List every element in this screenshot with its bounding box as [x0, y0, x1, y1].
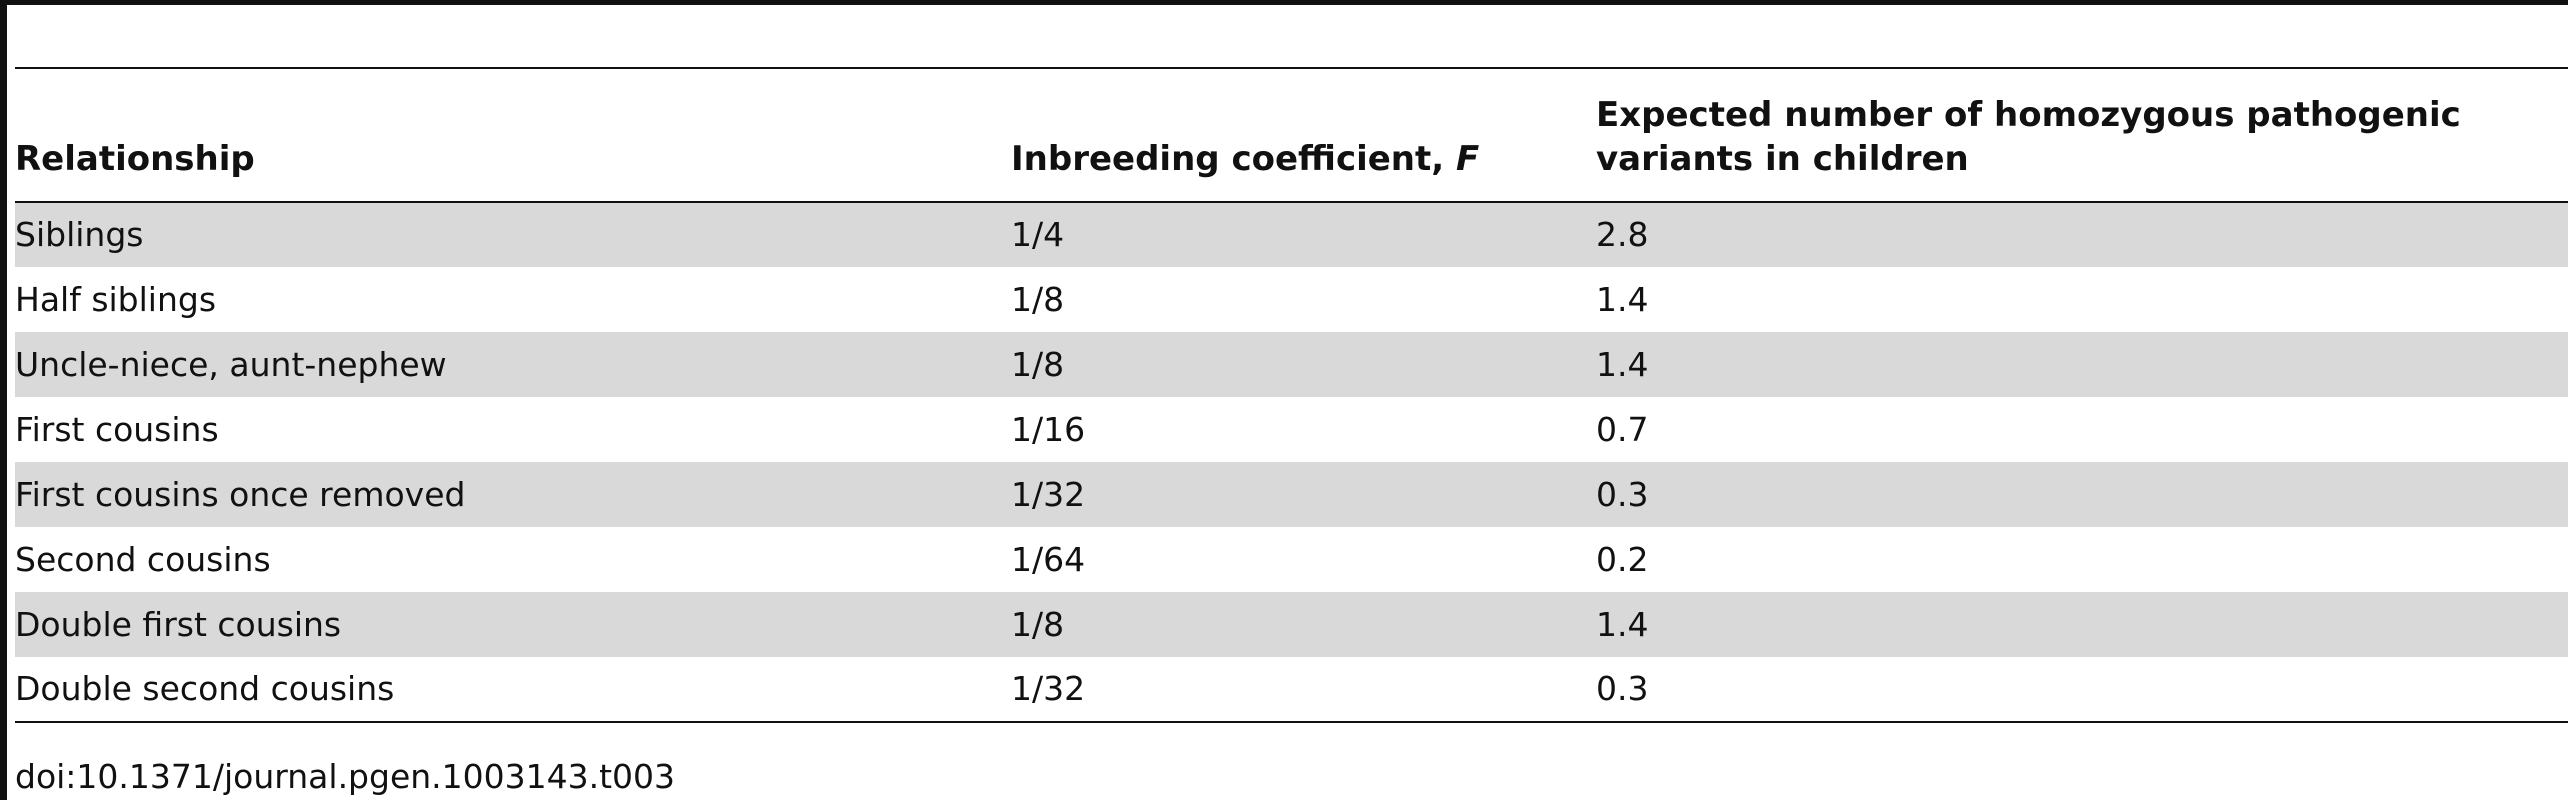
left-border-rule — [0, 0, 7, 800]
doi-link[interactable]: doi:10.1371/journal.pgen.1003143.t003 — [15, 757, 676, 796]
cell-relationship: First cousins — [15, 409, 219, 449]
cell-relationship: Uncle-niece, aunt-nephew — [15, 344, 447, 384]
cell-expected: 1.4 — [1596, 344, 1649, 384]
table-row: First cousins 1/16 0.7 — [15, 397, 2568, 462]
table-row: First cousins once removed 1/32 0.3 — [15, 462, 2568, 527]
cell-relationship: Second cousins — [15, 539, 271, 579]
header-relationship: Relationship — [15, 67, 1011, 203]
cell-coefficient: 1/8 — [1011, 344, 1065, 384]
consanguinity-table-container: Relationship Inbreeding coefficient, F E… — [15, 67, 2568, 723]
cell-relationship: Half siblings — [15, 279, 217, 319]
header-row: Relationship Inbreeding coefficient, F E… — [15, 67, 2568, 203]
cell-coefficient: 1/64 — [1011, 539, 1086, 579]
cell-coefficient: 1/16 — [1011, 409, 1086, 449]
cell-coefficient: 1/32 — [1011, 657, 1596, 723]
table-row: Siblings 1/4 2.8 — [15, 202, 2568, 267]
header-expected-variants: Expected number of homozygous pathogenic… — [1596, 67, 2568, 203]
cell-expected: 1.4 — [1596, 279, 1649, 319]
cell-coefficient: 1/8 — [1011, 604, 1065, 644]
cell-expected: 0.3 — [1596, 657, 2568, 723]
cell-relationship: First cousins once removed — [15, 474, 466, 514]
top-border-rule — [7, 0, 2568, 5]
table-header: Relationship Inbreeding coefficient, F E… — [15, 67, 2568, 203]
cell-coefficient: 1/8 — [1011, 279, 1065, 319]
cell-expected: 2.8 — [1596, 215, 1649, 254]
cell-relationship: Siblings — [15, 215, 144, 254]
table-row: Uncle-niece, aunt-nephew 1/8 1.4 — [15, 332, 2568, 397]
consanguinity-table: Relationship Inbreeding coefficient, F E… — [15, 67, 2568, 723]
table-row: Double first cousins 1/8 1.4 — [15, 592, 2568, 657]
table-row: Half siblings 1/8 1.4 — [15, 267, 2568, 332]
cell-expected: 0.2 — [1596, 539, 1649, 579]
cell-coefficient: 1/4 — [1011, 215, 1065, 254]
cell-expected: 0.7 — [1596, 409, 1649, 449]
table-row: Double second cousins 1/32 0.3 — [15, 657, 2568, 723]
cell-expected: 1.4 — [1596, 604, 1649, 644]
table-body: Siblings 1/4 2.8 Half siblings 1/8 1.4 U… — [15, 202, 2568, 723]
header-inbreeding-label: Inbreeding coefficient, — [1011, 139, 1457, 179]
cell-relationship: Double first cousins — [15, 604, 342, 644]
cell-relationship: Double second cousins — [15, 657, 1011, 723]
cell-expected: 0.3 — [1596, 474, 1649, 514]
cell-coefficient: 1/32 — [1011, 474, 1086, 514]
header-inbreeding-symbol: F — [1456, 139, 1480, 179]
table-row: Second cousins 1/64 0.2 — [15, 527, 2568, 592]
header-inbreeding-coefficient: Inbreeding coefficient, F — [1011, 67, 1596, 203]
